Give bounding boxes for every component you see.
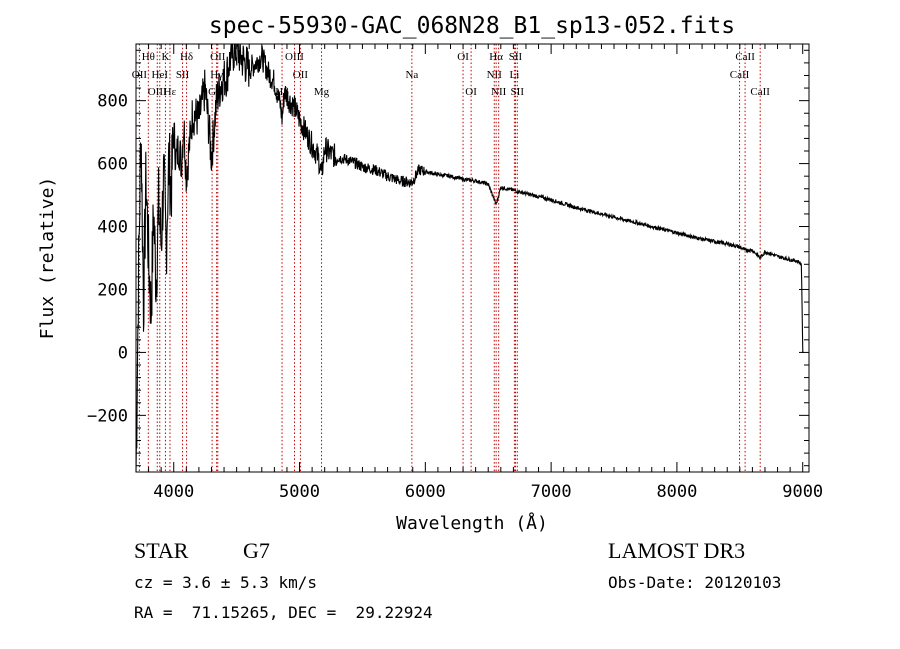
marker-label-1: K xyxy=(161,51,169,63)
marker-label-22: Mg xyxy=(314,86,330,98)
marker-label-5: OI xyxy=(457,51,469,63)
marker-label-11: SII xyxy=(176,69,190,81)
x-tick-label-5000: 5000 xyxy=(279,482,320,502)
x-tick-label-4000: 4000 xyxy=(153,482,194,502)
ra-dec-coordinates: RA = 71.15265, DEC = 29.22924 xyxy=(134,603,433,622)
marker-label-12: Hγ xyxy=(210,69,223,81)
marker-label-13: OII xyxy=(293,69,309,81)
marker-label-25: SII xyxy=(511,86,525,98)
x-tick-label-6000: 6000 xyxy=(405,482,446,502)
marker-label-2: Hδ xyxy=(180,51,193,63)
redshift-cz: cz = 3.6 ± 5.3 km/s xyxy=(134,573,318,592)
y-tick-label-800: 800 xyxy=(97,92,128,112)
marker-label-7: SII xyxy=(509,51,523,63)
marker-label-26: CaII xyxy=(750,86,770,98)
chart-title: spec-55930-GAC_068N28_B1_sp13-052.fits xyxy=(209,13,735,39)
survey-name: LAMOST DR3 xyxy=(608,538,746,563)
marker-label-18: OIII xyxy=(148,86,167,98)
marker-label-8: CaII xyxy=(735,51,755,63)
x-tick-label-8000: 8000 xyxy=(656,482,697,502)
y-tick-label-400: 400 xyxy=(97,218,128,238)
marker-label-17: CaII xyxy=(730,69,750,81)
marker-label-10: HeI xyxy=(152,69,169,81)
x-tick-label-9000: 9000 xyxy=(782,482,823,502)
marker-label-6: Hα xyxy=(489,51,503,63)
marker-label-0: Hθ xyxy=(142,51,155,63)
marker-label-23: OI xyxy=(465,86,477,98)
marker-label-16: Li xyxy=(509,69,519,81)
axis-tick-labels: 4000 5000 6000 7000 8000 9000 −200 0 200 400 600 80… xyxy=(87,92,823,502)
plot-frame xyxy=(135,43,810,473)
spectrum-line xyxy=(135,43,804,473)
marker-label-20: G xyxy=(208,86,216,98)
object-class: STAR xyxy=(134,538,189,563)
marker-label-3: OII xyxy=(210,51,226,63)
marker-label-15: NII xyxy=(487,69,503,81)
y-tick-label-200: 200 xyxy=(97,280,128,300)
y-tick-label-0: 0 xyxy=(118,343,128,363)
marker-label-24: NII xyxy=(491,86,507,98)
x-axis-label: Wavelength (Å) xyxy=(396,512,548,534)
axis-ticks xyxy=(135,44,809,472)
y-tick-label-600: 600 xyxy=(97,155,128,175)
x-tick-label-7000: 7000 xyxy=(531,482,572,502)
observation-date: Obs-Date: 20120103 xyxy=(608,573,782,592)
marker-label-19: Hε xyxy=(164,86,177,98)
marker-label-14: Na xyxy=(405,69,418,81)
y-axis-label: Flux (relative) xyxy=(37,177,58,340)
marker-label-4: OIII xyxy=(285,51,304,63)
y-tick-label--200: −200 xyxy=(87,406,128,426)
emission-line-markers xyxy=(138,44,761,472)
object-subclass: G7 xyxy=(243,538,270,563)
